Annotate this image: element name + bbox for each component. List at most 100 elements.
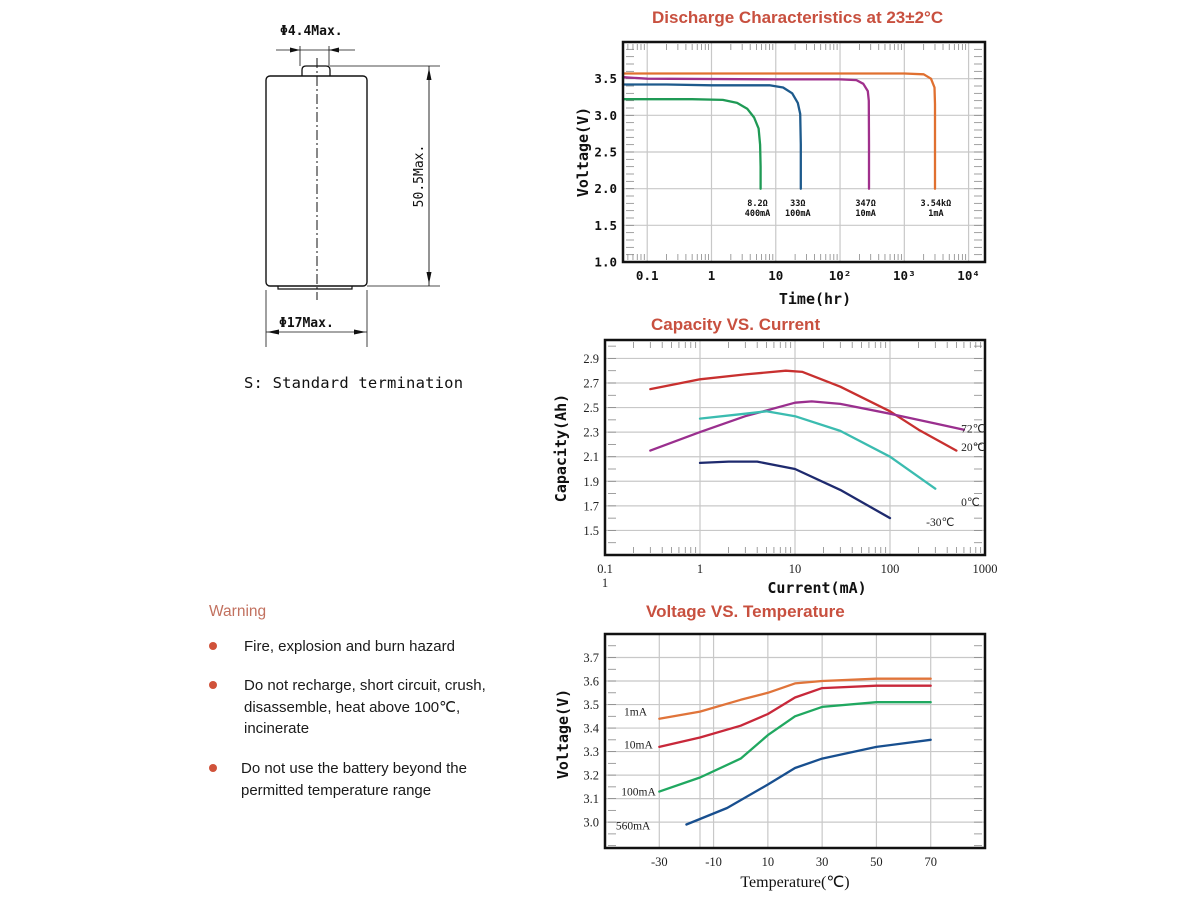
- warning-item-text: Fire, explosion and burn hazard: [244, 638, 455, 655]
- series-line-100mA: [658, 701, 932, 793]
- x-tick-label: 50: [870, 855, 883, 869]
- x-axis-label: Temperature(℃): [740, 874, 849, 891]
- voltage-temp-chart-title: Voltage VS. Temperature: [646, 602, 845, 621]
- series-line-33-100mA: [621, 83, 802, 190]
- y-tick-label: 1.5: [583, 524, 599, 538]
- series-label: 100mA: [785, 209, 811, 219]
- y-tick-label: 2.9: [583, 352, 599, 366]
- x-tick-label: 0.1: [636, 268, 659, 283]
- battery-bottom: [277, 286, 353, 290]
- series-line-8-2-400mA: [621, 98, 762, 190]
- height-dim-label: 50.5Max.: [412, 145, 427, 208]
- y-tick-label: 2.1: [583, 450, 599, 464]
- series-line--30-: [698, 460, 892, 520]
- bullet-icon: [209, 642, 217, 650]
- series-label: 33Ω: [790, 199, 805, 209]
- warning-item-text: Do not recharge, short circuit, crush, d…: [244, 677, 486, 737]
- x-tick-label: 10: [768, 268, 783, 283]
- x-axis-label: Current(mA): [767, 579, 866, 597]
- y-tick-label: 3.5: [594, 71, 617, 86]
- y-tick-label: 1.5: [594, 218, 617, 233]
- discharge-chart-title: Discharge Characteristics at 23±2°C: [652, 8, 944, 27]
- y-tick-label: 3.0: [594, 108, 617, 123]
- y-tick-label: 1.0: [594, 255, 617, 270]
- series-label: 20℃: [961, 442, 986, 454]
- y-tick-label: 3.2: [583, 769, 599, 783]
- arrow-left-icon: [267, 329, 279, 335]
- x-tick-label: 10⁴: [957, 268, 980, 283]
- arrow-right-icon: [290, 47, 300, 53]
- terminal-diameter-label: Φ4.4Max.: [280, 24, 343, 39]
- series-line-1mA: [658, 677, 932, 720]
- y-tick-label: 2.3: [583, 426, 599, 440]
- termination-note: S: Standard termination: [244, 374, 464, 392]
- y-tick-label: 2.5: [594, 145, 617, 160]
- x-tick-label: 70: [924, 855, 937, 869]
- series-line-20-: [649, 369, 958, 452]
- arrow-left-icon: [329, 47, 339, 53]
- series-line-347-10mA: [621, 76, 871, 190]
- series-label: -30℃: [926, 517, 954, 529]
- y-tick-label: 2.7: [583, 377, 599, 391]
- series-label: 560mA: [616, 821, 651, 833]
- series-label: 1mA: [928, 209, 943, 219]
- series-label: 0℃: [961, 497, 980, 509]
- plot-frame: [603, 632, 987, 850]
- x-tick-label: -10: [705, 855, 722, 869]
- series-label: 1mA: [624, 707, 648, 719]
- y-axis-label: Voltage(V): [574, 107, 592, 197]
- series-line-0-: [698, 410, 937, 490]
- y-tick-label: 3.6: [583, 675, 599, 689]
- arrow-up-icon: [426, 68, 432, 80]
- y-axis-label: Capacity(Ah): [552, 394, 570, 502]
- y-tick-label: 3.1: [583, 792, 599, 806]
- x-tick-label: -30: [651, 855, 668, 869]
- arrow-right-icon: [354, 329, 366, 335]
- x-axis-label: Time(hr): [779, 290, 851, 308]
- x-tick-label: 1000: [973, 562, 998, 576]
- warning-title: Warning: [209, 603, 267, 620]
- battery-dimension-drawing: Φ4.4Max. 50.5Max. Φ17Max.: [265, 24, 440, 347]
- series-label: 347Ω: [855, 199, 875, 209]
- series-label: 100mA: [621, 787, 656, 799]
- series-line-3-54k-1mA: [621, 72, 937, 190]
- x-tick-label: 100: [881, 562, 900, 576]
- y-tick-label: 3.0: [583, 816, 599, 830]
- x-tick-label: 10³: [893, 268, 916, 283]
- x-tick-label: 0.1: [597, 562, 613, 576]
- series-label: 10mA: [855, 209, 875, 219]
- series-label: 10mA: [624, 740, 653, 752]
- y-tick-label: 1.9: [583, 475, 599, 489]
- x-tick-label: 1: [697, 562, 703, 576]
- bullet-icon: [209, 681, 217, 689]
- series-line-72-: [649, 400, 966, 452]
- y-tick-label: 2.0: [594, 181, 617, 196]
- x-tick-label: 30: [816, 855, 829, 869]
- series-line-10mA: [658, 684, 932, 749]
- warning-item-text: Do not use the battery beyond the permit…: [241, 760, 467, 799]
- series-label: 8.2Ω: [747, 199, 767, 209]
- x-tick-label: 1: [708, 268, 716, 283]
- y-tick-label: 3.4: [583, 722, 599, 736]
- series-line-560mA: [685, 738, 932, 826]
- y-tick-label: 1.7: [583, 499, 599, 513]
- y-tick-label: 2.5: [583, 401, 599, 415]
- y-tick-label: 3.7: [583, 651, 599, 665]
- body-diameter-label: Φ17Max.: [279, 316, 334, 331]
- y-axis-label: Voltage(V): [554, 689, 572, 779]
- plot-frame: [621, 40, 987, 264]
- y-tick-label: 3.5: [583, 698, 599, 712]
- series-label: 3.54kΩ: [921, 199, 952, 209]
- series-label: 400mA: [745, 209, 771, 219]
- plot-frame: [603, 338, 987, 557]
- x-tick-label: 10²: [829, 268, 852, 283]
- x-tick-label-extra: 1: [602, 576, 608, 590]
- x-tick-label: 10: [789, 562, 802, 576]
- series-label: 72℃: [961, 423, 986, 435]
- capacity-chart-title: Capacity VS. Current: [651, 315, 821, 334]
- y-tick-label: 3.3: [583, 745, 599, 759]
- arrow-down-icon: [426, 272, 432, 284]
- x-tick-label: 10: [762, 855, 775, 869]
